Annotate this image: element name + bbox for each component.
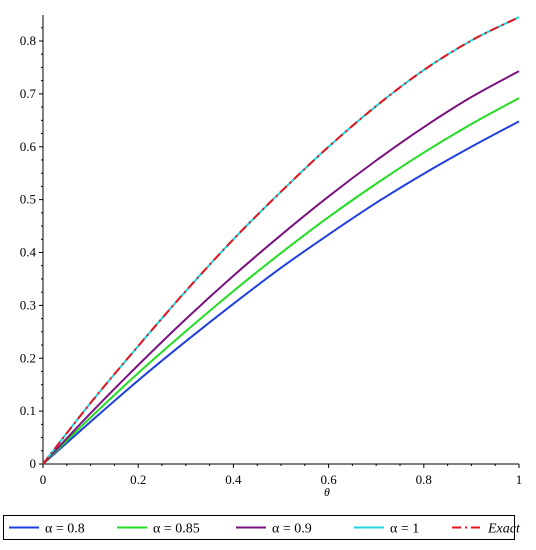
legend-label-2: α = 0.85 [153,522,200,537]
x-tick-label: 0.8 [416,472,432,487]
y-tick-label: 0.3 [20,297,36,312]
series-line-3 [42,70,520,465]
y-tick-label: 0.6 [20,139,37,154]
legend: α = 0.8 α = 0.85 α = 0.9 α = 1 Exact [3,515,521,540]
legend-label-4: α = 1 [390,522,419,537]
legend-label-1: α = 0.8 [45,522,85,537]
axes [42,15,519,465]
y-tick-label: 0.8 [20,33,36,48]
y-tick-label: 0.1 [20,403,36,418]
y-tick-label: 0.7 [20,86,37,101]
y-tick-label: 0 [30,456,37,471]
y-tick-label: 0.5 [20,192,36,207]
legend-label-5: Exact [487,522,521,537]
series-line-2 [42,97,520,465]
x-axis-label: θ [324,485,330,499]
x-tick-label: 1 [516,472,523,487]
legend-label-3: α = 0.9 [272,522,312,537]
ticks: 0 0.2 0.4 0.6 0.8 1 0 0.1 0.2 0.3 0.4 0.5 0.6 0.7 0.8 [20,27,523,487]
x-tick-label: 0.6 [320,472,337,487]
x-tick-label: 0.4 [225,472,242,487]
x-tick-label: 0.2 [130,472,146,487]
series-line-4 [42,16,520,465]
y-tick-label: 0.2 [20,350,36,365]
series-line-5 [42,16,520,465]
series-line-1 [42,120,520,465]
series-lines [42,16,520,465]
y-tick-label: 0.4 [20,245,37,260]
x-tick-label: 0 [40,472,47,487]
